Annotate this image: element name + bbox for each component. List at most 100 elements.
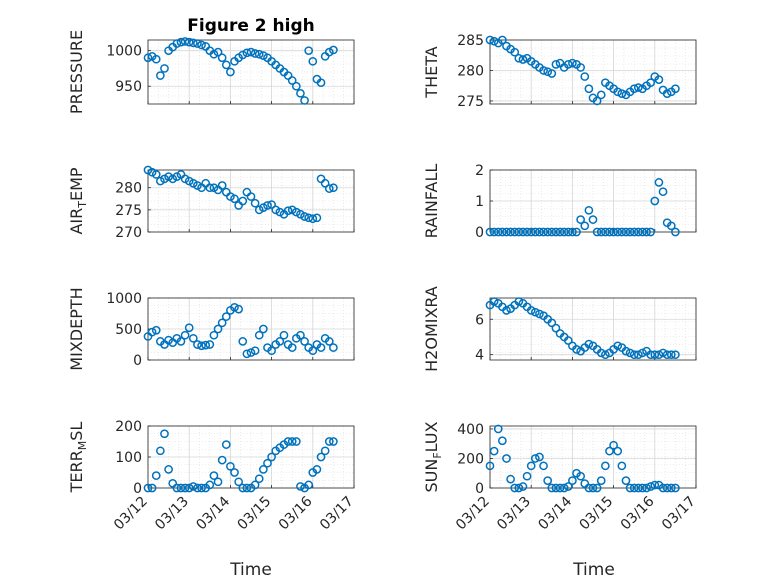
- panel-0: 950 1000 PRESSURE: [67, 30, 355, 114]
- data-point: [287, 437, 297, 446]
- data-point: [151, 471, 161, 480]
- data-point: [254, 330, 264, 340]
- data-point: [580, 221, 590, 231]
- panel-2: 270 275 280 AIRTEMP: [67, 165, 355, 241]
- data-point: [160, 64, 169, 73]
- x-tick-label: 03/13: [494, 494, 534, 534]
- axes-box: [489, 39, 697, 105]
- data-point: [514, 297, 524, 306]
- x-tick-label: 03/13: [152, 494, 192, 534]
- axes-box: [489, 297, 697, 361]
- data-point: [592, 96, 602, 106]
- data-point: [539, 227, 548, 237]
- data-point: [238, 50, 248, 60]
- data-point: [601, 350, 610, 360]
- y-tick-label: 950: [115, 79, 142, 95]
- data-point: [201, 340, 211, 350]
- data-point: [518, 482, 528, 491]
- data-point: [250, 346, 260, 356]
- data-point: [646, 350, 656, 360]
- data-point: [316, 78, 326, 88]
- data-point: [320, 446, 330, 456]
- data-point: [551, 483, 561, 493]
- data-point: [279, 330, 289, 340]
- data-point: [329, 343, 338, 352]
- data-point: [658, 348, 668, 358]
- y-tick-label: 1000: [106, 44, 142, 60]
- data-point: [522, 227, 532, 237]
- data-point: [300, 96, 309, 105]
- data-point: [563, 482, 573, 491]
- data-point: [259, 465, 268, 474]
- y-tick-label: 285: [457, 33, 484, 49]
- data-point: [563, 60, 573, 69]
- data-point: [238, 337, 248, 346]
- data-point: [151, 325, 161, 335]
- figure-title: Figure 2 high: [187, 16, 315, 36]
- data-point: [172, 39, 182, 48]
- y-tick-label: 270: [115, 225, 142, 241]
- data-point: [498, 436, 507, 446]
- data-point: [510, 227, 520, 237]
- data-point: [638, 227, 647, 237]
- data-point: [197, 341, 206, 351]
- data-point: [176, 483, 186, 493]
- data-point: [308, 56, 318, 66]
- data-point: [230, 302, 239, 312]
- data-point: [555, 483, 565, 493]
- data-point: [226, 461, 235, 471]
- data-point: [291, 437, 301, 446]
- data-point: [518, 227, 528, 237]
- y-label-subscript: F: [431, 452, 444, 458]
- data-point: [671, 483, 680, 493]
- data-point: [650, 350, 660, 360]
- data-point: [143, 483, 153, 493]
- data-point: [242, 48, 252, 58]
- data-point: [605, 227, 614, 237]
- data-point: [246, 47, 256, 57]
- x-tick-label: 03/15: [235, 494, 275, 534]
- data-point: [613, 341, 623, 351]
- data-point: [304, 480, 314, 490]
- data-point: [205, 183, 215, 193]
- data-point: [205, 340, 215, 349]
- data-point: [539, 461, 548, 471]
- data-point: [506, 474, 515, 484]
- data-point: [551, 323, 561, 333]
- x-tick-label: 03/15: [577, 494, 617, 534]
- data-point: [510, 483, 520, 493]
- data-point: [234, 477, 243, 487]
- data-point: [559, 483, 569, 493]
- x-tick-label: 03/16: [276, 493, 316, 533]
- data-point: [568, 58, 577, 68]
- axes-box: [147, 169, 355, 233]
- data-point: [638, 483, 647, 493]
- data-point: [617, 227, 627, 237]
- y-axis-label: THETA: [422, 46, 441, 98]
- data-point: [662, 350, 672, 360]
- y-label-subscript: M: [76, 441, 89, 451]
- data-point: [650, 196, 660, 206]
- data-point: [188, 333, 198, 343]
- y-tick-label: 0: [475, 225, 484, 241]
- data-point: [526, 227, 536, 237]
- data-point: [217, 53, 227, 63]
- data-point: [230, 468, 239, 477]
- data-point: [671, 350, 680, 360]
- data-point: [221, 60, 231, 70]
- data-point: [625, 227, 635, 237]
- data-point: [188, 482, 198, 491]
- y-tick-label: 0: [133, 353, 142, 369]
- data-point: [642, 227, 651, 237]
- data-point: [514, 53, 524, 63]
- data-point: [205, 480, 215, 490]
- data-point: [666, 483, 676, 493]
- y-axis-label: AIRTEMP: [67, 167, 89, 234]
- data-point: [530, 454, 540, 463]
- y-tick-label: 275: [457, 94, 484, 110]
- data-point: [217, 318, 227, 328]
- data-point: [296, 88, 305, 98]
- data-point: [275, 337, 285, 346]
- data-point: [539, 66, 548, 75]
- data-point: [267, 200, 276, 209]
